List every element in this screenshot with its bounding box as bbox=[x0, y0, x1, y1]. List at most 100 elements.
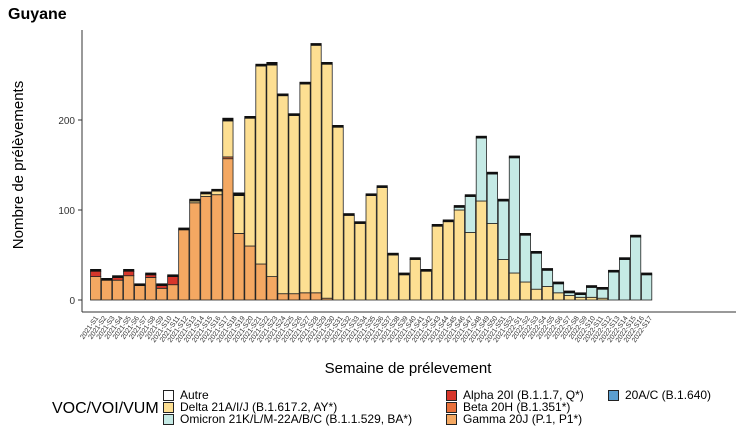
legend-label-gamma: Gamma 20J (P.1, P1*) bbox=[463, 412, 583, 426]
bar-segment-omicron bbox=[475, 137, 487, 202]
bar-top-cap bbox=[398, 272, 410, 276]
bar-segment-delta bbox=[233, 195, 245, 234]
bar-segment-gamma bbox=[101, 279, 113, 301]
bar-segment-gamma bbox=[167, 284, 179, 301]
legend-item-gamma: Gamma 20J (P.1, P1*) bbox=[446, 412, 582, 426]
bar-segment-delta bbox=[431, 225, 443, 301]
bar-segment-omicron bbox=[563, 292, 576, 296]
bar-segment-gamma bbox=[90, 276, 102, 301]
bar-top-cap bbox=[354, 221, 366, 224]
bar-top-cap bbox=[376, 185, 388, 188]
bar-top-cap bbox=[90, 268, 102, 272]
bar-segment-alpha bbox=[90, 270, 102, 278]
bar-top-cap bbox=[420, 268, 432, 272]
bar-segment-delta bbox=[409, 259, 421, 301]
bar-segment-delta bbox=[310, 44, 322, 294]
bar-top-cap bbox=[508, 155, 520, 159]
bar-top-cap bbox=[619, 257, 631, 260]
bar-top-cap bbox=[442, 219, 454, 223]
bar-segment-omicron bbox=[519, 234, 531, 283]
chart-legend: VOC/VOI/VUM Autre Delta 21A/I/J (B.1.617… bbox=[0, 384, 741, 428]
bar-segment-delta bbox=[222, 120, 234, 158]
bar-segment-delta bbox=[288, 115, 300, 295]
bar-segment-gamma bbox=[200, 196, 212, 301]
bar-segment-delta bbox=[530, 288, 542, 301]
bar-top-cap bbox=[519, 232, 531, 236]
bar-segment-alpha bbox=[112, 277, 124, 281]
bar-segment-delta bbox=[508, 272, 520, 301]
bar-top-cap bbox=[332, 125, 344, 128]
bar-segment-delta bbox=[442, 221, 454, 301]
bar-top-cap bbox=[530, 250, 542, 254]
bar-top-cap bbox=[608, 269, 620, 273]
bar-top-cap bbox=[189, 198, 201, 202]
bar-top-cap bbox=[101, 277, 113, 281]
bar-top-cap bbox=[464, 194, 476, 197]
bar-top-cap bbox=[343, 213, 355, 216]
bar-segment-gamma bbox=[288, 293, 300, 301]
bar-top-cap bbox=[387, 252, 399, 256]
bar-segment-gamma bbox=[299, 292, 311, 301]
bar-top-cap bbox=[409, 257, 421, 260]
bar-segment-delta bbox=[475, 200, 487, 301]
bar-segment-gamma bbox=[189, 202, 201, 301]
bar-segment-omicron bbox=[597, 288, 609, 299]
bar-segment-gamma bbox=[112, 279, 124, 301]
bar-segment-delta bbox=[387, 254, 399, 301]
legend-swatch-delta bbox=[163, 401, 174, 413]
bar-segment-gamma bbox=[277, 293, 289, 301]
bar-segment-delta bbox=[343, 214, 355, 301]
bar-top-cap bbox=[310, 43, 322, 46]
bar-top-cap bbox=[365, 193, 377, 197]
bar-segment-delta bbox=[200, 193, 212, 197]
legend-item-20ac: 20A/C (B.1.640) bbox=[608, 388, 711, 402]
bar-top-cap bbox=[641, 272, 653, 276]
bar-segment-gamma bbox=[211, 194, 223, 301]
bar-segment-gamma bbox=[233, 232, 245, 301]
bar-segment-omicron bbox=[630, 236, 642, 301]
bar-segment-gamma bbox=[178, 229, 190, 301]
bar-segment-delta bbox=[497, 259, 509, 301]
bar-segment-omicron bbox=[574, 294, 587, 298]
bar-top-cap bbox=[497, 198, 509, 202]
bar-segment-delta bbox=[332, 126, 344, 301]
legend-swatch-beta bbox=[446, 401, 457, 413]
bar-top-cap bbox=[112, 275, 124, 278]
bar-segment-gamma bbox=[255, 263, 267, 301]
bar-segment-delta bbox=[519, 281, 531, 301]
legend-swatch-gamma bbox=[446, 413, 457, 425]
legend-title: VOC/VOI/VUM bbox=[52, 400, 159, 417]
bar-top-cap bbox=[134, 283, 146, 286]
bar-top-cap bbox=[453, 205, 465, 208]
bar-top-cap bbox=[574, 292, 587, 295]
bar-segment-omicron bbox=[619, 259, 631, 301]
bar-segment-delta bbox=[266, 64, 278, 277]
bar-top-cap bbox=[541, 268, 554, 271]
legend-swatch-omicron bbox=[163, 413, 174, 425]
bar-top-cap bbox=[475, 135, 487, 139]
legend-item-omicron: Omicron 21K/L/M-22A/B/C (B.1.1.529, BA*) bbox=[163, 412, 412, 426]
bar-segment-delta bbox=[486, 223, 498, 301]
legend-label-delta: Delta 21A/I/J (B.1.617.2, AY*) bbox=[180, 400, 338, 414]
bar-top-cap bbox=[123, 268, 135, 272]
bar-top-cap bbox=[321, 62, 333, 65]
bar-segment-gamma bbox=[156, 287, 168, 301]
bar-top-cap bbox=[178, 227, 190, 231]
bar-segment-delta bbox=[453, 209, 465, 301]
bar-segment-gamma bbox=[145, 277, 157, 301]
bar-segment-delta bbox=[563, 295, 576, 301]
bar-segment-delta bbox=[244, 117, 256, 247]
bar-segment-omicron bbox=[486, 173, 498, 224]
bar-segment-omicron bbox=[552, 283, 565, 294]
legend-label-20ac: 20A/C (B.1.640) bbox=[625, 388, 712, 402]
bar-segment-omicron bbox=[608, 271, 620, 301]
bar-segment-gamma bbox=[244, 245, 256, 301]
bar-top-cap bbox=[597, 286, 609, 290]
bar-segment-delta bbox=[277, 95, 289, 295]
bar-segment-gamma bbox=[222, 158, 234, 301]
bar-segment-omicron bbox=[464, 196, 476, 233]
bar-top-cap bbox=[244, 116, 256, 119]
bar-segment-gamma bbox=[266, 276, 278, 301]
legend-item-alpha: Alpha 20I (B.1.1.7, Q*) bbox=[446, 388, 584, 402]
